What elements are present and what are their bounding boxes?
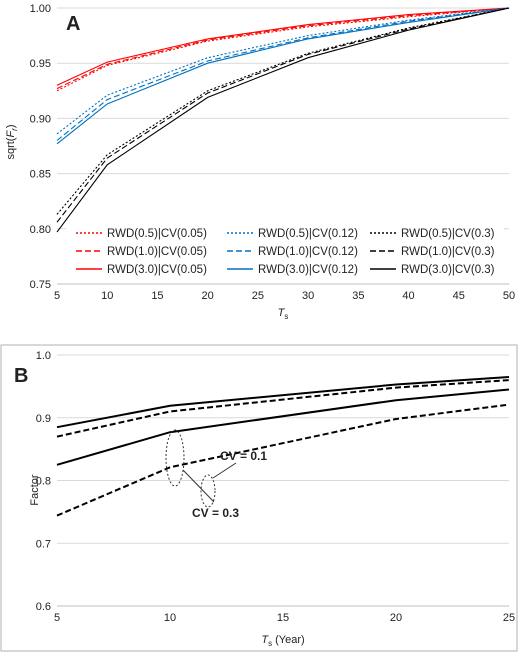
y-tick-label: 0.75	[30, 279, 51, 291]
series-line-1	[56, 7, 510, 92]
legend-label: RWD(1.0)|CV(0.12)	[258, 246, 358, 258]
series-line-3	[56, 7, 510, 86]
x-tick-label: 40	[402, 290, 414, 302]
legend-label: RWD(3.0)|CV(0.05)	[107, 264, 207, 276]
series-line-4	[56, 403, 510, 517]
x-tick-label: 45	[453, 290, 465, 302]
y-tick-label: 0.85	[30, 169, 51, 181]
series-line-9	[56, 7, 510, 233]
x-tick-label: 25	[503, 612, 515, 624]
panel-a: A 0.75 0.80 0.85 0.90 0.95 1.00 5 10 15 20 25 30 35…	[5, 3, 515, 321]
cv-0-1-ellipse	[200, 474, 216, 508]
panel-label-a: A	[66, 13, 80, 35]
x-tick-label: 35	[352, 290, 364, 302]
legend-background	[66, 226, 504, 278]
legend-label: RWD(3.0)|CV(0.12)	[258, 264, 358, 276]
y-tick-label: 0.80	[30, 224, 51, 236]
panel-b-x-axis-title: Ts (Year)	[261, 634, 304, 648]
series-line-7	[56, 7, 510, 215]
x-tick-label: 50	[503, 290, 515, 302]
cv-0-3-ellipse	[165, 429, 185, 487]
legend-label: RWD(0.5)|CV(0.12)	[258, 228, 358, 240]
panel-b-annotations: CV = 0.1 CV = 0.3	[165, 429, 267, 520]
panel-a-series	[56, 7, 510, 233]
series-line-1	[56, 376, 510, 429]
panel-a-x-axis-title: Ts	[278, 307, 289, 321]
x-tick-label: 25	[252, 290, 264, 302]
y-tick-label: 1.00	[30, 3, 51, 15]
x-tick-label: 15	[277, 612, 289, 624]
x-tick-label: 15	[151, 290, 163, 302]
series-line-4	[56, 7, 510, 135]
x-tick-label: 5	[54, 290, 60, 302]
y-tick-label: 0.90	[30, 113, 51, 125]
panel-b: B 0.6 0.7 0.8 0.9 1.0 5 10 15 20 25 CV = 0.1 CV …	[0, 344, 518, 652]
panel-a-y-axis-title: sqrt(Fr)	[5, 124, 19, 159]
panel-a-legend: RWD(0.5)|CV(0.05) RWD(1.0)|CV(0.05) RWD(3.…	[66, 226, 504, 278]
x-tick-label: 10	[101, 290, 113, 302]
y-tick-label: 0.9	[36, 413, 51, 425]
cv-0-1-label: CV = 0.1	[220, 449, 267, 463]
legend-label: RWD(0.5)|CV(0.05)	[107, 228, 207, 240]
panel-b-x-tick-labels: 5 10 15 20 25	[54, 612, 515, 624]
panel-label-b: B	[14, 365, 28, 387]
y-tick-label: 1.0	[36, 350, 51, 362]
cv-0-3-leader	[182, 469, 215, 503]
panel-a-y-tick-labels: 0.75 0.80 0.85 0.90 0.95 1.00	[30, 3, 51, 291]
panel-b-y-tick-labels: 0.6 0.7 0.8 0.9 1.0	[36, 350, 51, 613]
x-tick-label: 20	[202, 290, 214, 302]
panel-b-series	[56, 376, 510, 517]
legend-label: RWD(1.0)|CV(0.05)	[107, 246, 207, 258]
series-line-3	[56, 388, 510, 466]
y-tick-label: 0.95	[30, 58, 51, 70]
series-line-2	[56, 7, 510, 90]
panel-b-y-axis-title: Factor	[29, 474, 41, 506]
x-tick-label: 30	[302, 290, 314, 302]
legend-label: RWD(1.0)|CV(0.3)	[401, 246, 495, 258]
panel-a-x-tick-labels: 5 10 15 20 25 30 35 40 45 50	[54, 290, 515, 302]
x-tick-label: 10	[164, 612, 176, 624]
x-tick-label: 20	[390, 612, 402, 624]
y-tick-label: 0.8	[36, 476, 51, 488]
cv-0-1-leader	[212, 462, 237, 479]
cv-0-3-label: CV = 0.3	[192, 506, 239, 520]
x-tick-label: 5	[54, 612, 60, 624]
series-line-6	[56, 7, 510, 145]
legend-label: RWD(0.5)|CV(0.3)	[401, 228, 495, 240]
series-line-8	[56, 7, 510, 223]
panel-b-frame	[0, 344, 518, 652]
y-tick-label: 0.7	[36, 538, 51, 550]
panel-b-gridlines	[57, 354, 509, 607]
y-tick-label: 0.6	[36, 601, 51, 613]
series-line-2	[56, 379, 510, 438]
legend-label: RWD(3.0)|CV(0.3)	[401, 264, 495, 276]
